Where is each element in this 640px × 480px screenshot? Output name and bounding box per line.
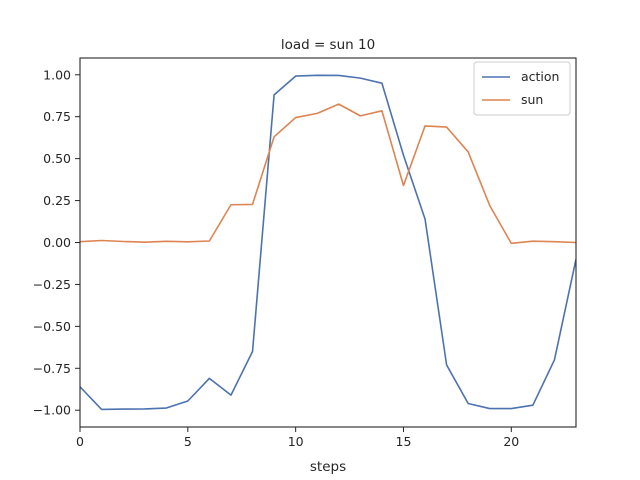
y-tick-label: −0.25 bbox=[33, 277, 71, 292]
legend-label-sun: sun bbox=[521, 92, 543, 107]
legend-frame bbox=[473, 61, 571, 116]
y-tick-label: 0.25 bbox=[43, 193, 71, 208]
y-tick-label: −0.75 bbox=[33, 361, 71, 376]
x-axis-label: steps bbox=[310, 459, 346, 475]
legend-label-action: action bbox=[521, 69, 559, 84]
x-tick-label: 20 bbox=[503, 434, 519, 449]
y-tick-label: −1.00 bbox=[33, 403, 71, 418]
series-layer bbox=[80, 74, 576, 411]
axes-layer: 0 5 10 15 20 −1.00 −0.75 −0.50 −0.25 0.00 0.25 0.50… bbox=[33, 57, 577, 449]
y-tick-label: 0.50 bbox=[43, 151, 71, 166]
x-tick-label: 0 bbox=[76, 434, 84, 449]
legend: action sun bbox=[473, 61, 571, 116]
series-line-sun bbox=[80, 103, 576, 245]
x-tick-label: 15 bbox=[396, 434, 412, 449]
y-tick-label: 1.00 bbox=[43, 67, 71, 82]
y-tick-label: 0.75 bbox=[43, 109, 71, 124]
y-tick-label: −0.50 bbox=[33, 319, 71, 334]
y-tick-label: 0.00 bbox=[43, 235, 71, 250]
x-tick-label: 10 bbox=[288, 434, 304, 449]
series-line-action bbox=[80, 74, 576, 411]
chart-title: load = sun 10 bbox=[281, 37, 375, 53]
x-tick-label: 5 bbox=[184, 434, 192, 449]
